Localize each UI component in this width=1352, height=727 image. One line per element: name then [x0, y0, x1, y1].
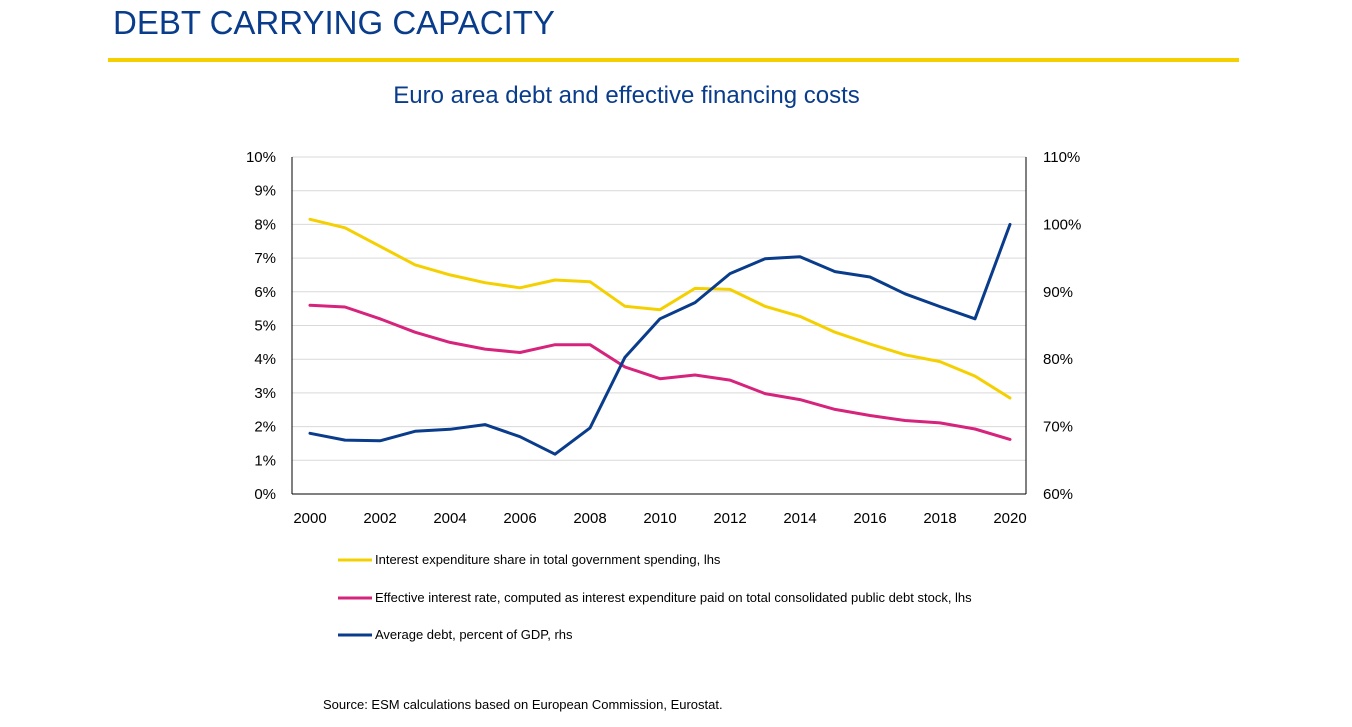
y-left-tick-label: 4%: [254, 351, 276, 368]
y-left-tick-label: 8%: [254, 216, 276, 233]
x-tick-label: 2020: [993, 510, 1026, 527]
y-right-tick-label: 90%: [1043, 284, 1073, 301]
x-tick-label: 2012: [713, 510, 746, 527]
source-note: Source: ESM calculations based on Europe…: [323, 697, 723, 712]
y-left-tick-label: 7%: [254, 250, 276, 267]
y-right-tick-label: 60%: [1043, 486, 1073, 503]
chart-title: Euro area debt and effective financing c…: [393, 82, 860, 109]
x-tick-label: 2014: [783, 510, 816, 527]
y-left-tick-label: 1%: [254, 452, 276, 469]
axes: [291, 157, 1027, 495]
slide-title: DEBT CARRYING CAPACITY: [113, 4, 555, 41]
series-line-2: [308, 303, 1012, 441]
x-tick-label: 2016: [853, 510, 886, 527]
series-line-1: [308, 217, 1012, 400]
y-right-tick-label: 80%: [1043, 351, 1073, 368]
y-left-tick-label: 9%: [254, 183, 276, 200]
x-tick-label: 2018: [923, 510, 956, 527]
y-left-tick-label: 6%: [254, 284, 276, 301]
y-right-tick-label: 110%: [1043, 149, 1080, 166]
y-right-tick-label: 100%: [1043, 216, 1081, 233]
legend: Interest expenditure share in total gove…: [338, 552, 972, 642]
x-tick-label: 2002: [363, 510, 396, 527]
title-rule: [108, 58, 1239, 62]
y-left-tick-label: 3%: [254, 385, 276, 402]
series-lines: [308, 217, 1012, 456]
y-right-tick-label: 70%: [1043, 419, 1073, 436]
x-tick-label: 2008: [573, 510, 606, 527]
x-tick-label: 2006: [503, 510, 536, 527]
y-left-tick-label: 5%: [254, 318, 276, 335]
series-line-3: [308, 222, 1012, 456]
y-left-tick-label: 10%: [246, 149, 276, 166]
tick-labels: 0% 1% 2% 3% 4% 5% 6% 7% 8% 9% 10% 60% 70% 80% 90% 100% 1…: [246, 149, 1081, 527]
y-left-tick-label: 0%: [254, 486, 276, 503]
legend-label-2: Effective interest rate, computed as int…: [375, 590, 972, 605]
grid-lines: [292, 156, 1026, 461]
x-tick-label: 2010: [643, 510, 676, 527]
x-tick-label: 2000: [293, 510, 326, 527]
legend-label-1: Interest expenditure share in total gove…: [375, 552, 721, 567]
legend-label-3: Average debt, percent of GDP, rhs: [375, 627, 573, 642]
y-left-tick-label: 2%: [254, 419, 276, 436]
x-tick-label: 2004: [433, 510, 466, 527]
